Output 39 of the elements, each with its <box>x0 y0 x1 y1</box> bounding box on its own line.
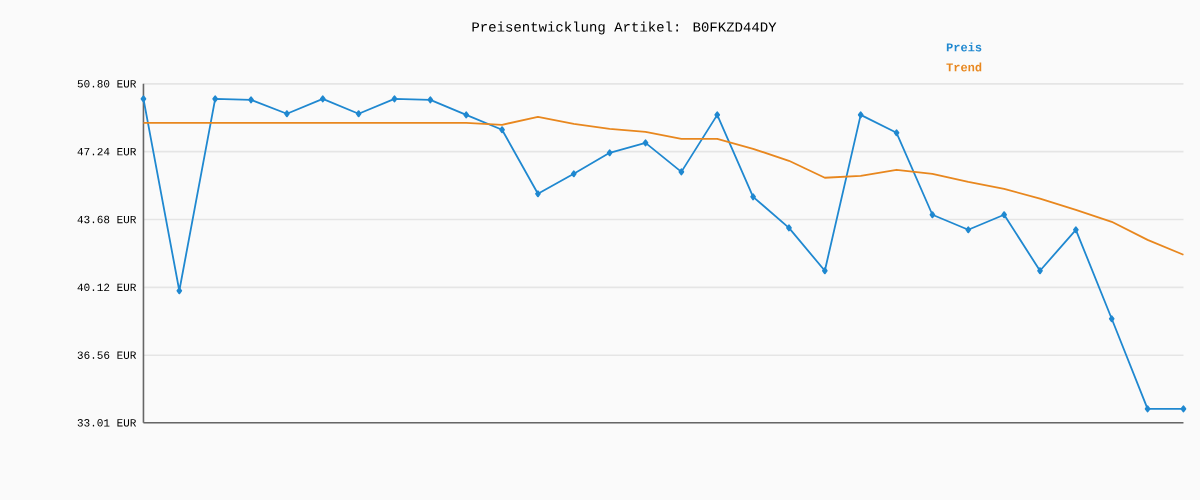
point <box>176 287 183 295</box>
y-tick-label: 36.56 EUR <box>77 351 137 359</box>
point <box>499 126 505 134</box>
point <box>929 211 936 219</box>
point <box>319 95 326 103</box>
point <box>427 96 434 104</box>
point <box>786 224 792 232</box>
point <box>606 149 613 157</box>
point <box>212 95 219 103</box>
point <box>857 111 864 119</box>
y-tick-label: 50.80 EUR <box>77 80 137 88</box>
point <box>1001 211 1007 219</box>
text: Trend <box>946 62 982 72</box>
point <box>714 111 721 119</box>
chart-title: Preisentwicklung Artikel: B0FKZD44DY <box>472 21 777 35</box>
point <box>391 95 398 103</box>
y-tick-label: 40.12 EUR <box>77 283 137 292</box>
point <box>1108 315 1115 323</box>
point <box>1180 405 1187 413</box>
point <box>893 129 900 137</box>
point <box>821 267 828 275</box>
text: Preis <box>946 42 982 52</box>
point <box>1144 405 1151 413</box>
point <box>284 110 290 118</box>
point <box>642 139 649 147</box>
point <box>965 226 972 234</box>
point <box>463 111 470 119</box>
point <box>355 110 362 118</box>
y-tick-label: 47.24 EUR <box>77 147 137 156</box>
point <box>1037 267 1043 275</box>
point <box>1073 226 1079 234</box>
point <box>678 168 685 176</box>
y-tick-label: 33.01 EUR <box>77 419 137 427</box>
point <box>535 190 541 198</box>
point <box>570 170 577 178</box>
point <box>248 96 254 104</box>
y-tick-label: 43.68 EUR <box>77 215 137 224</box>
point <box>750 193 756 201</box>
point <box>140 95 147 103</box>
